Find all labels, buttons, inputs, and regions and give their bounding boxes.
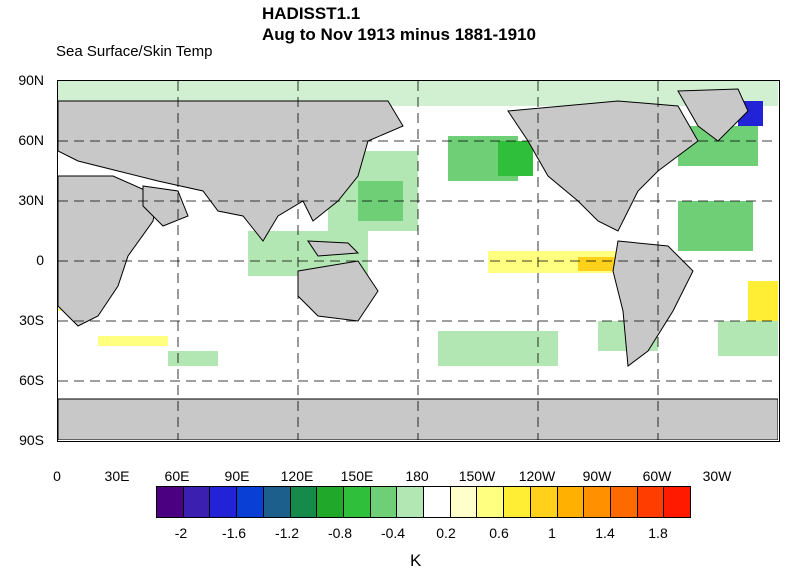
lon-label-120w: 120W (518, 468, 556, 484)
lon-label-150e: 150E (340, 468, 374, 484)
lat-label-30n: 30N (18, 192, 44, 208)
land-eurasia (58, 100, 404, 242)
chart-title: HADISST1.1 Aug to Nov 1913 minus 1881-19… (262, 3, 536, 45)
lon-label-150w: 150W (458, 468, 496, 484)
colorbar (156, 486, 691, 518)
graticule (58, 81, 778, 440)
lat-label-90s: 90S (19, 432, 44, 448)
colorbar-box-12 (477, 487, 505, 517)
lat-label-60n: 60N (18, 132, 44, 148)
land-indonesia (307, 240, 360, 257)
colorbar-box-14 (530, 487, 558, 517)
colorbar-tick-label: -1.2 (274, 525, 300, 541)
lat-label-0: 0 (36, 252, 44, 268)
colorbar-tick-label: -0.4 (380, 525, 406, 541)
colorbar-box-13 (504, 487, 531, 517)
lon-label-180: 180 (405, 468, 429, 484)
units-label: K (410, 551, 422, 570)
lon-label-60w: 60W (642, 468, 672, 484)
colorbar-box-11 (450, 487, 478, 517)
colorbar-box-6 (317, 487, 344, 517)
lon-label-90e: 90E (224, 468, 250, 484)
colorbar-tick-label: 0.2 (436, 525, 456, 541)
colorbar-tick-label: 1 (548, 525, 556, 541)
lon-label-30w: 30W (702, 468, 732, 484)
title-line-2: Aug to Nov 1913 minus 1881-1910 (262, 25, 537, 44)
colorbar-box-7 (343, 487, 371, 517)
land-greenland (677, 88, 749, 142)
colorbar-tick-label: -0.8 (327, 525, 353, 541)
colorbar-box-17 (610, 487, 638, 517)
map-svg (58, 81, 779, 441)
colorbar-tick-label: -1.6 (221, 525, 247, 541)
lat-label-90n: 90N (18, 72, 44, 88)
variable-subtitle: Sea Surface/Skin Temp (56, 43, 213, 60)
lon-label-90w: 90W (582, 468, 612, 484)
colorbar-tick-label: 1.8 (648, 525, 668, 541)
colorbar-box-15 (557, 487, 585, 517)
colorbar-box-8 (370, 487, 398, 517)
colorbar-tick-label: 0.6 (489, 525, 509, 541)
land-africa (58, 175, 159, 327)
land-north-america (507, 100, 699, 232)
colorbar-box-19 (664, 487, 691, 517)
title-line-1: HADISST1.1 (262, 4, 361, 23)
lon-label-120e: 120E (280, 468, 314, 484)
colorbar-box-18 (637, 487, 665, 517)
lat-label-30s: 30S (19, 312, 44, 328)
colorbar-tick-label: 1.4 (595, 525, 615, 541)
lon-label-30e: 30E (104, 468, 130, 484)
lat-label-60s: 60S (19, 372, 44, 388)
colorbar-box-2 (210, 487, 238, 517)
colorbar-box-16 (584, 487, 611, 517)
colorbar-box-5 (290, 487, 318, 517)
colorbar-box-9 (397, 487, 425, 517)
lon-label-60e: 60E (164, 468, 190, 484)
colorbar-tick-label: -2 (174, 525, 188, 541)
map-frame (57, 80, 780, 442)
colorbar-box-1 (183, 487, 211, 517)
colorbar-box-0 (157, 487, 184, 517)
colorbar-box-3 (237, 487, 264, 517)
land-arabia (142, 185, 189, 227)
lon-label-0: 0 (53, 468, 61, 484)
colorbar-box-10 (424, 487, 451, 517)
colorbar-box-4 (263, 487, 291, 517)
land-south-america (612, 240, 694, 367)
